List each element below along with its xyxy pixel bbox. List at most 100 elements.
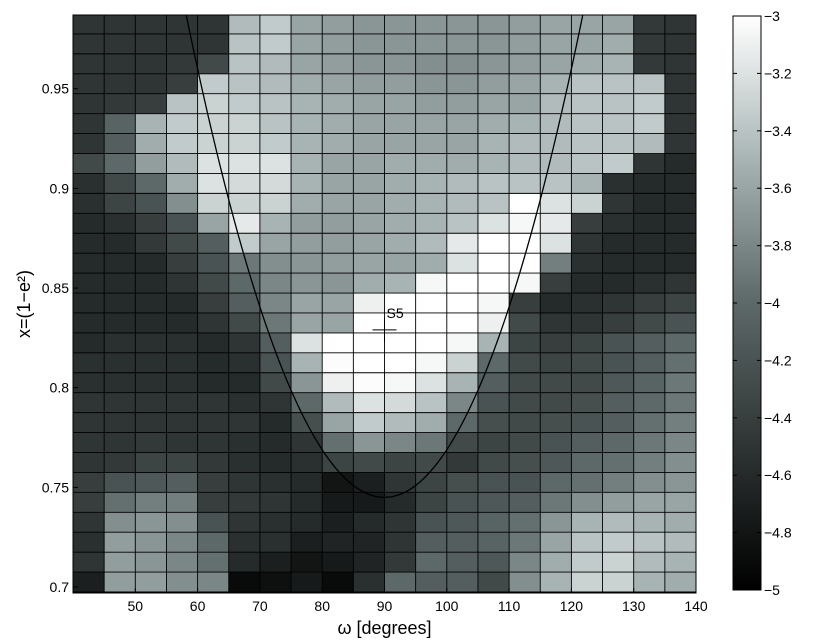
heatmap-cell [228, 452, 261, 473]
heatmap-cell [540, 213, 572, 234]
heatmap-cell [571, 173, 603, 194]
heatmap-cell [73, 572, 105, 593]
heatmap-cell [540, 53, 572, 75]
heatmap-cell [571, 15, 603, 35]
heatmap-cell [135, 532, 167, 553]
marker-label: S5 [387, 305, 404, 321]
heatmap-cell [477, 352, 510, 374]
heatmap-cell [228, 293, 261, 314]
y-tick-label: 0.9 [50, 180, 70, 196]
heatmap-cell [509, 93, 541, 114]
heatmap-cell [664, 392, 697, 413]
heatmap-cell [73, 472, 105, 493]
heatmap-cell [415, 33, 448, 55]
heatmap-cell [509, 233, 541, 254]
heatmap-cell [446, 213, 479, 234]
heatmap-cell [446, 392, 479, 413]
heatmap-cell [228, 173, 261, 194]
heatmap-cell [633, 15, 666, 35]
heatmap-cell [104, 273, 136, 294]
heatmap-cell [477, 233, 510, 254]
heatmap-cell [197, 432, 230, 453]
heatmap-cell [446, 372, 479, 393]
heatmap-cell [322, 33, 354, 55]
heatmap-cell [664, 133, 697, 154]
heatmap-cell [291, 213, 323, 234]
heatmap-cell [73, 73, 105, 95]
heatmap-cell [353, 113, 385, 134]
heatmap-cell [602, 332, 634, 354]
heatmap-cell [415, 113, 448, 134]
heatmap-cell [228, 372, 261, 393]
heatmap-cell [166, 273, 198, 294]
heatmap-cell [571, 492, 603, 513]
heatmap-cell [415, 53, 448, 75]
heatmap-cell [259, 273, 292, 294]
x-tick-label: 60 [190, 598, 206, 614]
heatmap-cell [571, 352, 603, 374]
heatmap-cell [228, 332, 261, 354]
heatmap-cell [477, 312, 510, 334]
heatmap-cell [259, 432, 292, 453]
heatmap-cell [664, 452, 697, 473]
heatmap-cell [633, 113, 666, 134]
heatmap-cell [540, 432, 572, 453]
heatmap-cell [353, 452, 385, 473]
heatmap-cell [477, 492, 510, 513]
heatmap-cell [415, 73, 448, 95]
heatmap-cell [197, 332, 230, 354]
heatmap-cell [73, 512, 105, 533]
heatmap-cell [228, 73, 261, 95]
heatmap-cell [135, 133, 167, 154]
heatmap-cell [322, 93, 354, 114]
heatmap-cell [446, 73, 479, 95]
heatmap-cell [166, 552, 198, 573]
heatmap-cell [197, 193, 230, 214]
heatmap-cell [259, 472, 292, 493]
heatmap-cell [633, 193, 666, 214]
heatmap-cell [259, 193, 292, 214]
heatmap-cell [384, 133, 416, 154]
heatmap-cell [166, 173, 198, 194]
heatmap-cell [135, 432, 167, 453]
heatmap-cell [415, 312, 448, 334]
heatmap-cell [259, 452, 292, 473]
heatmap-cell [353, 233, 385, 254]
heatmap-cell [602, 33, 634, 55]
heatmap-cell [540, 273, 572, 294]
heatmap-cell [228, 572, 261, 593]
heatmap-cell [509, 372, 541, 393]
heatmap-cell [602, 153, 634, 174]
heatmap-cell [197, 472, 230, 493]
heatmap-cell [384, 33, 416, 55]
heatmap-cell [384, 53, 416, 75]
heatmap-cell [166, 432, 198, 453]
heatmap-cell [602, 432, 634, 453]
heatmap-cell [509, 15, 541, 35]
heatmap-cell [540, 372, 572, 393]
heatmap-cell [446, 153, 479, 174]
heatmap-cell [664, 352, 697, 374]
heatmap-cell [571, 193, 603, 214]
heatmap-cell [664, 293, 697, 314]
heatmap-cell [384, 312, 416, 334]
heatmap-cell [477, 452, 510, 473]
heatmap-cell [291, 512, 323, 533]
heatmap-cell [415, 432, 448, 453]
heatmap-cell [664, 153, 697, 174]
heatmap-cell [509, 73, 541, 95]
heatmap-cell [353, 392, 385, 413]
heatmap-cell [291, 233, 323, 254]
heatmap-cell [135, 93, 167, 114]
heatmap-cell [322, 53, 354, 75]
heatmap-cell [197, 372, 230, 393]
heatmap-cell [602, 293, 634, 314]
x-axis-label: ω [degrees] [337, 618, 431, 638]
heatmap-cell [166, 492, 198, 513]
colorbar-tick-label: −4.4 [764, 410, 792, 426]
heatmap-cell [73, 552, 105, 573]
heatmap-cells [73, 15, 697, 593]
heatmap-cell [571, 93, 603, 114]
heatmap-cell [571, 293, 603, 314]
heatmap-cell [446, 452, 479, 473]
